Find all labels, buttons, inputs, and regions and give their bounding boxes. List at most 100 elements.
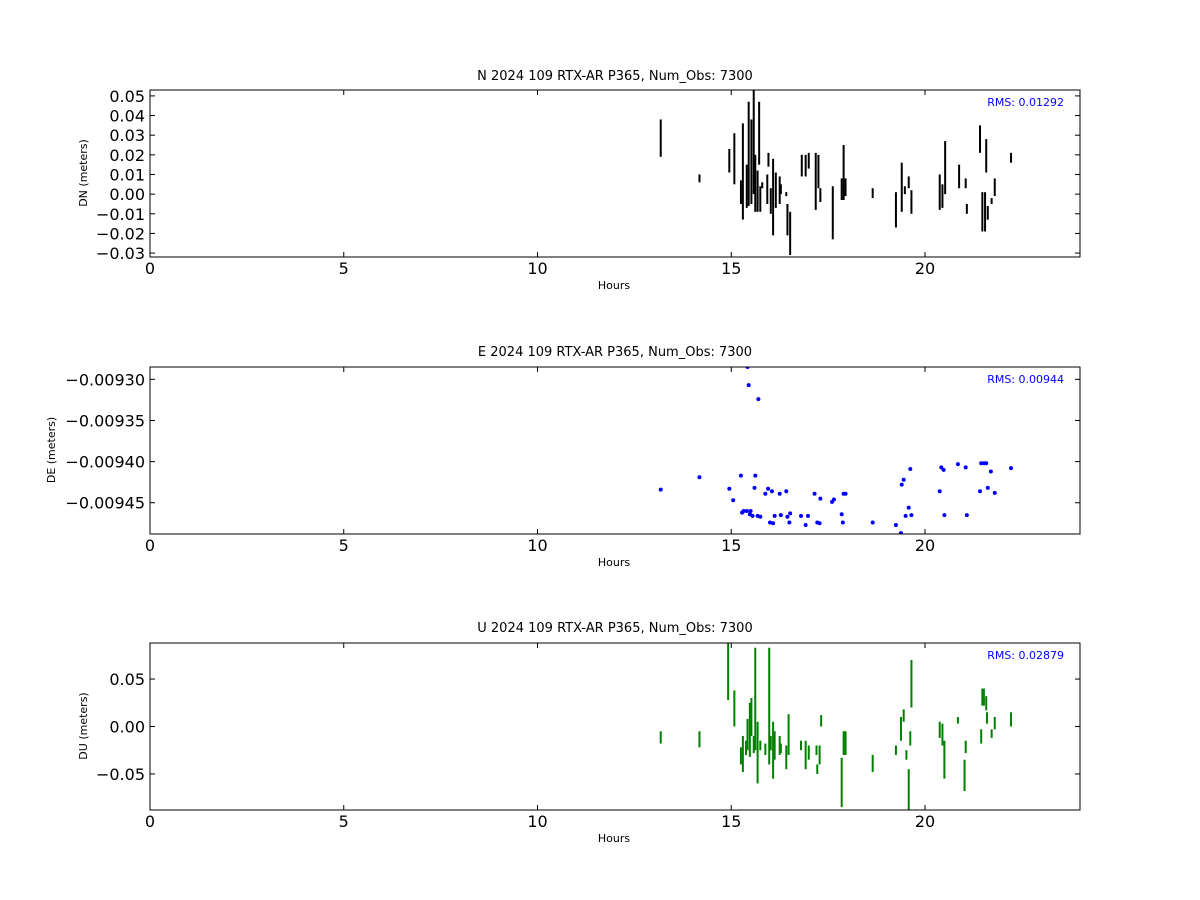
data-point <box>942 513 947 518</box>
data-marks <box>658 367 1014 534</box>
data-point <box>803 522 808 527</box>
x-tick-label: 20 <box>915 536 935 555</box>
y-tick-label: −0.00945 <box>65 494 145 513</box>
data-point <box>901 477 906 482</box>
x-tick-label: 0 <box>145 259 155 278</box>
data-point <box>988 469 993 474</box>
data-point <box>903 513 908 518</box>
data-point <box>741 508 746 513</box>
y-tick-label: 0.05 <box>109 87 145 106</box>
data-point <box>843 491 848 496</box>
data-point <box>778 513 783 518</box>
rms-annotation: RMS: 0.02879 <box>987 649 1064 662</box>
data-point <box>812 491 817 496</box>
data-point <box>908 467 913 472</box>
x-axis-label: Hours <box>598 279 630 292</box>
plot-frame <box>149 642 1081 811</box>
data-point <box>992 490 997 495</box>
data-point <box>955 462 960 467</box>
data-point <box>909 513 914 518</box>
y-tick-label: 0.04 <box>109 107 145 126</box>
y-tick-label: −0.00940 <box>65 453 145 472</box>
data-point <box>984 461 989 466</box>
data-point <box>769 489 774 494</box>
x-tick-label: 10 <box>527 812 547 831</box>
data-point <box>753 473 758 478</box>
data-point <box>805 513 810 518</box>
chart-title: N 2024 109 RTX-AR P365, Num_Obs: 7300 <box>477 69 753 84</box>
x-axis-label: Hours <box>598 832 630 845</box>
axis-ticks: 0 5 10 15 20 −0.00930 −0.00935 −0.00940 −0.00945 <box>65 367 1080 555</box>
data-point <box>771 521 776 526</box>
data-point <box>1009 466 1014 471</box>
data-point <box>985 485 990 490</box>
x-tick-label: 5 <box>339 536 349 555</box>
y-tick-label: −0.00930 <box>65 370 145 389</box>
y-axis-label: DN (meters) <box>77 139 90 207</box>
data-point <box>750 513 755 518</box>
x-tick-label: 5 <box>339 812 349 831</box>
axis-ticks: 0 5 10 15 20−0.03−0.02−0.010.000.010.020.030… <box>96 87 1080 278</box>
data-point <box>831 497 836 502</box>
data-point <box>906 505 911 510</box>
data-point <box>818 496 823 501</box>
panel-up: U 2024 109 RTX-AR P365, Num_Obs: 7300 DU… <box>77 621 1081 845</box>
x-tick-label: 5 <box>339 259 349 278</box>
data-point <box>777 491 782 496</box>
data-point <box>799 513 803 518</box>
data-point <box>788 511 793 516</box>
y-axis-label: DE (meters) <box>45 417 58 483</box>
axis-ticks: 0 5 10 15 20 −0.05 0.00 0.05 <box>96 643 1080 831</box>
data-point <box>748 508 753 513</box>
y-tick-label: 0.05 <box>109 670 145 689</box>
chart-title: U 2024 109 RTX-AR P365, Num_Obs: 7300 <box>477 621 752 636</box>
x-axis-label: Hours <box>598 556 630 569</box>
data-point <box>899 482 904 487</box>
x-tick-label: 10 <box>527 259 547 278</box>
data-marks <box>659 643 1013 810</box>
data-point <box>763 491 768 496</box>
y-tick-label: −0.02 <box>96 224 145 243</box>
x-tick-label: 0 <box>145 812 155 831</box>
data-point <box>963 465 968 470</box>
x-tick-label: 15 <box>721 812 741 831</box>
y-axis-label: DU (meters) <box>77 692 90 759</box>
data-point <box>756 397 761 402</box>
rms-annotation: RMS: 0.01292 <box>987 96 1064 109</box>
y-tick-label: −0.00935 <box>65 411 145 430</box>
x-tick-label: 15 <box>721 259 741 278</box>
x-tick-label: 20 <box>915 812 935 831</box>
panel-east: E 2024 109 RTX-AR P365, Num_Obs: 7300 DE… <box>45 345 1081 569</box>
y-tick-label: −0.05 <box>96 765 145 784</box>
y-tick-label: 0.00 <box>109 185 145 204</box>
plot-frame <box>149 366 1081 535</box>
data-point <box>784 489 789 494</box>
data-point <box>768 520 772 525</box>
data-point <box>766 486 771 491</box>
y-tick-label: −0.01 <box>96 205 145 224</box>
x-tick-label: 0 <box>145 536 155 555</box>
data-point <box>658 487 663 492</box>
data-point <box>937 489 942 494</box>
data-point <box>978 489 983 494</box>
x-tick-label: 15 <box>721 536 741 555</box>
data-point <box>870 520 875 525</box>
data-point <box>785 514 790 519</box>
data-point <box>840 520 845 525</box>
data-point <box>839 512 844 517</box>
y-tick-label: 0.03 <box>109 126 145 145</box>
data-point <box>752 485 757 490</box>
data-point <box>898 531 903 534</box>
data-point <box>817 521 822 526</box>
y-tick-label: −0.03 <box>96 244 145 263</box>
data-point <box>744 508 749 513</box>
data-point <box>893 522 898 527</box>
data-marks <box>659 90 1013 256</box>
x-tick-label: 10 <box>527 536 547 555</box>
data-point <box>731 498 736 503</box>
data-point <box>738 473 743 478</box>
data-point <box>772 513 777 518</box>
rms-annotation: RMS: 0.00944 <box>987 373 1064 386</box>
